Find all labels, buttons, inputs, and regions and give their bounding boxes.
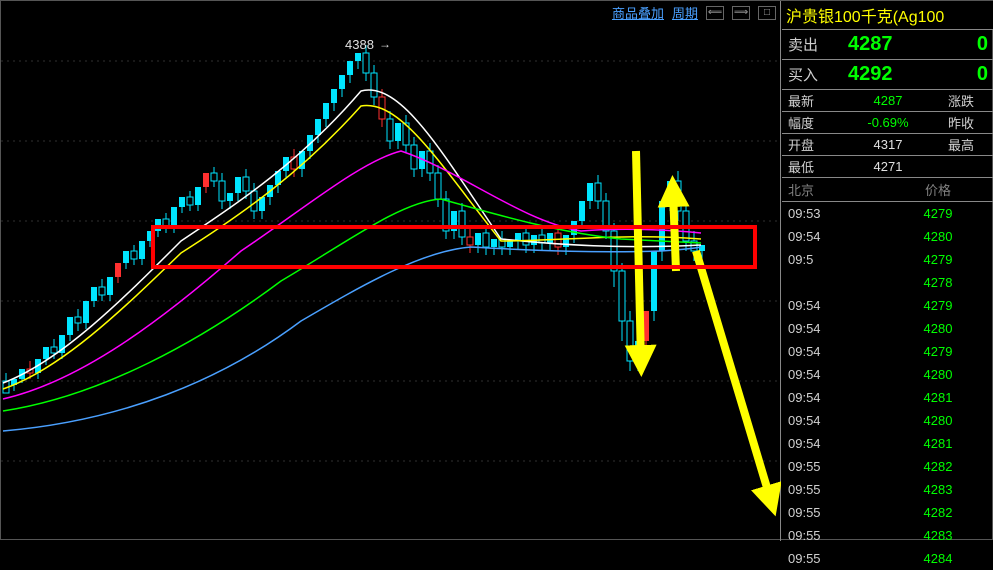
- peak-label: 4388: [345, 37, 374, 52]
- tick-row: 09:554282: [782, 455, 993, 478]
- tick-row: 09:534279: [782, 202, 993, 225]
- period-link[interactable]: 周期: [672, 3, 698, 22]
- tick-row: 09:54279: [782, 248, 993, 271]
- info-value: -0.69%: [828, 115, 948, 130]
- tick-price: 4284: [888, 551, 988, 566]
- info-sublabel: 涨跌: [948, 91, 988, 110]
- tick-time: 09:54: [788, 413, 888, 428]
- nav-prev-button[interactable]: ⟸: [706, 6, 724, 20]
- tick-price: 4281: [888, 436, 988, 451]
- tick-row: 09:544279: [782, 340, 993, 363]
- tick-time: 09:54: [788, 229, 888, 244]
- quote-panel: 沪贵银100千克(Ag100 卖出 4287 0 买入 4292 0 最新428…: [782, 1, 993, 541]
- tick-price: 4279: [888, 206, 988, 221]
- tick-row: 09:554282: [782, 501, 993, 524]
- tick-price: 4283: [888, 482, 988, 497]
- tick-header-price: 价格: [888, 180, 988, 199]
- highlight-box: [151, 225, 757, 269]
- tick-time: 09:54: [788, 298, 888, 313]
- info-label: 幅度: [788, 113, 828, 132]
- info-value: 4317: [828, 137, 948, 152]
- tick-time: 09:54: [788, 436, 888, 451]
- tick-row: 09:544281: [782, 386, 993, 409]
- tick-time: 09:5: [788, 252, 888, 267]
- info-label: 最低: [788, 157, 828, 176]
- sell-qty: 0: [958, 33, 988, 56]
- tick-row: 09:544281: [782, 432, 993, 455]
- buy-label: 买入: [788, 64, 828, 85]
- tick-row: 09:544280: [782, 317, 993, 340]
- info-sublabel: 最高: [948, 135, 988, 154]
- tick-row: 09:554284: [782, 547, 993, 570]
- tick-time: 09:55: [788, 459, 888, 474]
- tick-time: 09:55: [788, 505, 888, 520]
- info-row: 开盘4317最高: [782, 134, 993, 156]
- tick-price: 4278: [888, 275, 988, 290]
- tick-price: 4282: [888, 505, 988, 520]
- tick-price: 4282: [888, 459, 988, 474]
- tick-row: 09:544280: [782, 225, 993, 248]
- tick-header: 北京 价格: [782, 178, 993, 202]
- peak-arrow-icon: →: [379, 37, 391, 51]
- tick-time: 09:54: [788, 367, 888, 382]
- sell-row[interactable]: 卖出 4287 0: [782, 30, 993, 60]
- tick-row: 09:544280: [782, 363, 993, 386]
- info-value: 4271: [828, 159, 948, 174]
- tick-row: 4278: [782, 271, 993, 294]
- tick-price: 4283: [888, 528, 988, 543]
- candlestick-chart: [1, 1, 781, 541]
- tick-time: 09:54: [788, 390, 888, 405]
- chart-area[interactable]: 4388 → 商品叠加 周期 ⟸ ⟹ □: [1, 1, 781, 541]
- tick-row: 09:544279: [782, 294, 993, 317]
- nav-next-button[interactable]: ⟹: [732, 6, 750, 20]
- tick-time: 09:55: [788, 551, 888, 566]
- sell-price: 4287: [828, 33, 958, 56]
- tick-price: 4281: [888, 390, 988, 405]
- info-label: 最新: [788, 91, 828, 110]
- tick-time: 09:54: [788, 321, 888, 336]
- info-row: 最低4271: [782, 156, 993, 178]
- tick-price: 4280: [888, 321, 988, 336]
- tick-list: 09:53427909:54428009:54279427809:5442790…: [782, 202, 993, 570]
- tick-price: 4279: [888, 252, 988, 267]
- tick-price: 4280: [888, 367, 988, 382]
- tick-price: 4279: [888, 298, 988, 313]
- tick-price: 4279: [888, 344, 988, 359]
- tick-row: 09:554283: [782, 478, 993, 501]
- sell-label: 卖出: [788, 34, 828, 55]
- nav-close-button[interactable]: □: [758, 6, 776, 20]
- tick-price: 4280: [888, 229, 988, 244]
- tick-time: 09:53: [788, 206, 888, 221]
- info-value: 4287: [828, 93, 948, 108]
- tick-time: 09:55: [788, 482, 888, 497]
- buy-price: 4292: [828, 63, 958, 86]
- info-row: 幅度-0.69%昨收: [782, 112, 993, 134]
- tick-price: 4280: [888, 413, 988, 428]
- buy-row[interactable]: 买入 4292 0: [782, 60, 993, 90]
- instrument-title: 沪贵银100千克(Ag100: [782, 1, 993, 30]
- tick-time: 09:54: [788, 344, 888, 359]
- info-label: 开盘: [788, 135, 828, 154]
- info-sublabel: 昨收: [948, 113, 988, 132]
- top-links: 商品叠加 周期 ⟸ ⟹ □: [612, 3, 776, 22]
- buy-qty: 0: [958, 63, 988, 86]
- tick-row: 09:544280: [782, 409, 993, 432]
- tick-row: 09:554283: [782, 524, 993, 547]
- info-row: 最新4287涨跌: [782, 90, 993, 112]
- tick-header-time: 北京: [788, 180, 888, 199]
- overlay-link[interactable]: 商品叠加: [612, 3, 664, 22]
- tick-time: 09:55: [788, 528, 888, 543]
